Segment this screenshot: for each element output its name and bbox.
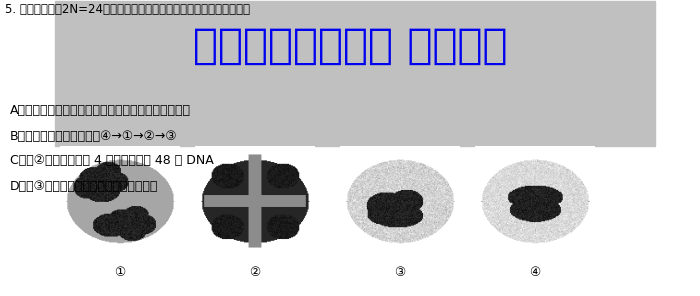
Text: ③: ③ bbox=[394, 266, 405, 279]
Text: D．图③可发生减数分裂过程中的基因重组: D．图③可发生减数分裂过程中的基因重组 bbox=[10, 179, 158, 192]
Text: B．细胞分裂先后顺序应是④→①→②→③: B．细胞分裂先后顺序应是④→①→②→③ bbox=[10, 130, 178, 142]
Text: ②: ② bbox=[249, 266, 260, 279]
Text: A．应取水稾花粉制成临时装片，才能观察到上图细胞: A．应取水稾花粉制成临时装片，才能观察到上图细胞 bbox=[10, 104, 191, 118]
Text: ①: ① bbox=[114, 266, 125, 279]
Text: 微信公众号关注： 趋找答案: 微信公众号关注： 趋找答案 bbox=[193, 25, 508, 67]
Bar bbox=[55, 1, 655, 146]
Text: 5. 下图是水稾（2N=24）减数分裂过程的显微图像，相关叙述正确的是: 5. 下图是水稾（2N=24）减数分裂过程的显微图像，相关叙述正确的是 bbox=[5, 3, 250, 16]
Text: ④: ④ bbox=[529, 266, 540, 279]
Text: C．图②每个细胞中含 4 个染色体组和 48 个 DNA: C．图②每个细胞中含 4 个染色体组和 48 个 DNA bbox=[10, 155, 214, 168]
